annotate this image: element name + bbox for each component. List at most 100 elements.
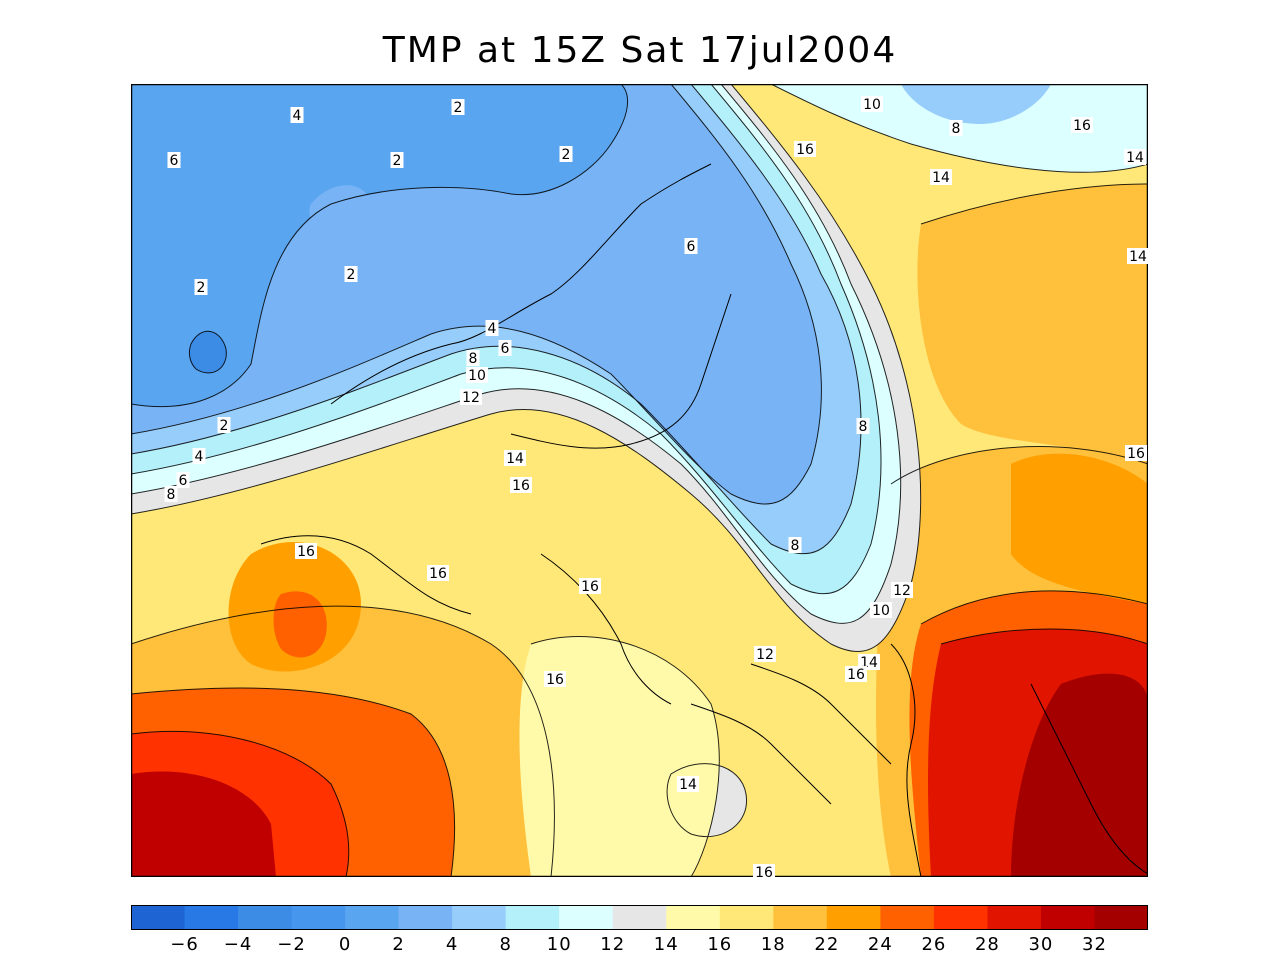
svg-text:16: 16 — [429, 566, 447, 582]
svg-text:16: 16 — [297, 544, 315, 560]
svg-text:6: 6 — [687, 239, 696, 255]
colorbar-tick-label: 12 — [600, 934, 626, 955]
svg-text:2: 2 — [220, 418, 229, 434]
svg-text:14: 14 — [1126, 150, 1144, 166]
colorbar-swatch — [559, 905, 614, 930]
contour-label: 10 — [870, 602, 892, 619]
contour-label: 10 — [466, 367, 488, 384]
warm-region-northeast — [917, 184, 1148, 464]
colorbar-swatch — [1040, 905, 1095, 930]
contour-label: 6 — [167, 152, 181, 169]
colorbar-labels: −6 −4 −2 0 2 4 8 10 12 14 16 18 22 24 26 28 30 32 — [0, 930, 1280, 960]
contour-labels: 22 22224446666888881010101212121414141414… — [164, 96, 1148, 877]
svg-text:8: 8 — [791, 538, 800, 554]
svg-text:12: 12 — [893, 583, 911, 599]
coldest-pocket — [189, 331, 227, 373]
contour-label: 16 — [544, 671, 566, 688]
mild-region-south — [519, 636, 720, 877]
contour-label: 2 — [344, 266, 358, 283]
contour-label: 14 — [677, 776, 699, 793]
contour-label: 2 — [194, 279, 208, 296]
cold-pocket-north — [309, 185, 372, 238]
colorbar-tick-label: 8 — [499, 934, 512, 955]
svg-text:16: 16 — [755, 865, 773, 877]
colorbar-tick-label: −6 — [170, 934, 199, 955]
contour-label: 16 — [1071, 117, 1093, 134]
contour-label: 16 — [1125, 445, 1147, 462]
svg-text:14: 14 — [679, 777, 697, 793]
contour-label: 16 — [295, 543, 317, 560]
colorbar-swatch — [452, 905, 507, 930]
colorbar-swatch — [1094, 905, 1148, 930]
colorbar-swatch — [131, 905, 186, 930]
colorbar-swatch — [666, 905, 721, 930]
colorbar-tick-label: 14 — [653, 934, 679, 955]
svg-text:2: 2 — [197, 280, 206, 296]
temperature-map: 22 22224446666888881010101212121414141414… — [131, 84, 1148, 877]
colorbar-tick-label: −2 — [277, 934, 306, 955]
svg-text:4: 4 — [488, 321, 497, 337]
colorbar-tick-label: 22 — [814, 934, 840, 955]
svg-text:12: 12 — [462, 390, 480, 406]
colorbar-swatch — [184, 905, 239, 930]
contour-label: 16 — [794, 141, 816, 158]
iberia-hot — [273, 591, 327, 658]
contour-label: 8 — [164, 486, 178, 503]
contour-label: 14 — [930, 169, 952, 186]
contour-label: 2 — [390, 152, 404, 169]
colorbar-tick-label: 24 — [867, 934, 893, 955]
svg-text:8: 8 — [167, 487, 176, 503]
colorbar-tick-label: 28 — [974, 934, 1000, 955]
svg-text:14: 14 — [506, 451, 524, 467]
svg-text:10: 10 — [863, 97, 881, 113]
colorbar-tick-label: 18 — [760, 934, 786, 955]
svg-text:12: 12 — [756, 647, 774, 663]
contour-label: 2 — [559, 146, 573, 163]
warm-pocket-south — [739, 674, 873, 784]
colorbar-swatch — [880, 905, 935, 930]
colorbar-swatch — [345, 905, 400, 930]
svg-text:14: 14 — [932, 170, 950, 186]
contour-label: 8 — [788, 537, 802, 554]
contour-label: 14 — [1124, 149, 1146, 166]
colorbar-swatch — [773, 905, 828, 930]
contour-lines — [131, 84, 1148, 877]
contour-label: 12 — [460, 389, 482, 406]
hottest-region-southwest — [131, 771, 276, 877]
colorbar-frame — [131, 905, 1148, 930]
hottest-region-east — [1011, 673, 1148, 877]
svg-text:2: 2 — [393, 153, 402, 169]
contour-label: 16 — [510, 477, 532, 494]
svg-text:8: 8 — [859, 419, 868, 435]
colorbar-swatch — [398, 905, 453, 930]
colorbar-swatch — [719, 905, 774, 930]
svg-text:8: 8 — [952, 121, 961, 137]
svg-text:16: 16 — [546, 672, 564, 688]
contour-label: 4 — [192, 448, 206, 465]
colorbar-tick-label: 16 — [707, 934, 733, 955]
colorbar-tick-label: 26 — [921, 934, 947, 955]
contour-label: 6 — [176, 472, 190, 489]
svg-text:6: 6 — [501, 341, 510, 357]
contour-label: 16 — [427, 565, 449, 582]
contour-label: 12 — [754, 646, 776, 663]
coastlines — [260, 163, 1148, 877]
contour-label: 6 — [684, 238, 698, 255]
contour-label: 4 — [485, 320, 499, 337]
map-frame — [131, 84, 1148, 877]
colorbar-tick-label: 32 — [1082, 934, 1107, 955]
colorbar-swatch — [826, 905, 881, 930]
contour-label: 16 — [579, 578, 601, 595]
colorbar-tick-label: 30 — [1028, 934, 1054, 955]
contour-label: 8 — [949, 120, 963, 137]
contour-label: 16 — [845, 666, 867, 683]
svg-text:16: 16 — [796, 142, 814, 158]
colorbar-swatch — [933, 905, 988, 930]
colorbar-tick-label: 0 — [338, 934, 352, 955]
svg-text:6: 6 — [179, 473, 188, 489]
colorbar-tick-label: 4 — [445, 934, 459, 955]
contour-label: 2 — [217, 417, 231, 434]
colorbar-tick-label: 2 — [392, 934, 405, 955]
temperature-field — [131, 84, 1148, 877]
svg-text:2: 2 — [562, 147, 571, 163]
